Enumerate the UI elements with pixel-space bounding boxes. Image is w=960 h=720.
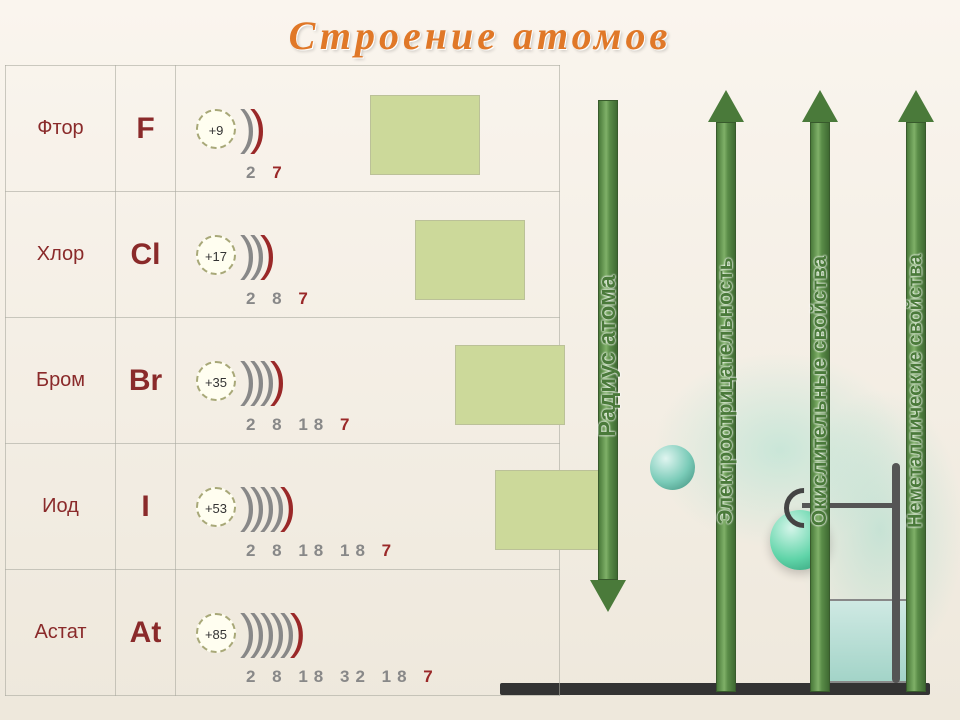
trend-arrow: Неметаллические свойства xyxy=(898,90,934,692)
highlight-box xyxy=(495,470,605,550)
trend-arrow: Электроотрицательность xyxy=(708,90,744,692)
element-symbol: Cl xyxy=(116,192,176,318)
arrow-label: Окислительные свойства xyxy=(808,256,832,526)
shell-arcs: )))) xyxy=(240,353,280,408)
nucleus-charge: +85 xyxy=(196,613,236,653)
arrow-head-icon xyxy=(590,580,626,612)
shell-arcs: )) xyxy=(240,101,260,156)
element-name: Иод xyxy=(6,444,116,570)
highlight-box xyxy=(370,95,480,175)
element-symbol: F xyxy=(116,66,176,192)
nucleus-charge: +53 xyxy=(196,487,236,527)
element-structure: +9)) 2 7 xyxy=(176,66,560,192)
arrow-label: Электроотрицательность xyxy=(714,257,738,524)
trend-arrow: Радиус атома xyxy=(590,100,626,612)
electron-config: 2 8 18 32 18 7 xyxy=(246,667,439,687)
element-name: Фтор xyxy=(6,66,116,192)
nucleus-charge: +35 xyxy=(196,361,236,401)
electron-config: 2 7 xyxy=(246,163,288,183)
electron-config: 2 8 18 7 xyxy=(246,415,355,435)
element-name: Хлор xyxy=(6,192,116,318)
arrow-head-icon xyxy=(708,90,744,122)
element-symbol: I xyxy=(116,444,176,570)
arrow-label: Радиус атома xyxy=(594,275,622,437)
arrow-label: Неметаллические свойства xyxy=(905,254,928,528)
element-structure: +85)))))) 2 8 18 32 18 7 xyxy=(176,570,560,696)
highlight-box xyxy=(415,220,525,300)
arrow-head-icon xyxy=(898,90,934,122)
element-symbol: Br xyxy=(116,318,176,444)
element-symbol: At xyxy=(116,570,176,696)
highlight-box xyxy=(455,345,565,425)
electron-config: 2 8 7 xyxy=(246,289,314,309)
shell-arcs: ))) xyxy=(240,227,270,282)
element-name: Бром xyxy=(6,318,116,444)
electron-config: 2 8 18 18 7 xyxy=(246,541,397,561)
shell-arcs: )))))) xyxy=(240,605,300,660)
nucleus-charge: +17 xyxy=(196,235,236,275)
arrow-head-icon xyxy=(802,90,838,122)
nucleus-charge: +9 xyxy=(196,109,236,149)
element-name: Астат xyxy=(6,570,116,696)
trend-arrow: Окислительные свойства xyxy=(802,90,838,692)
shell-arcs: ))))) xyxy=(240,479,290,534)
page-title: Строение атомов xyxy=(0,12,960,59)
